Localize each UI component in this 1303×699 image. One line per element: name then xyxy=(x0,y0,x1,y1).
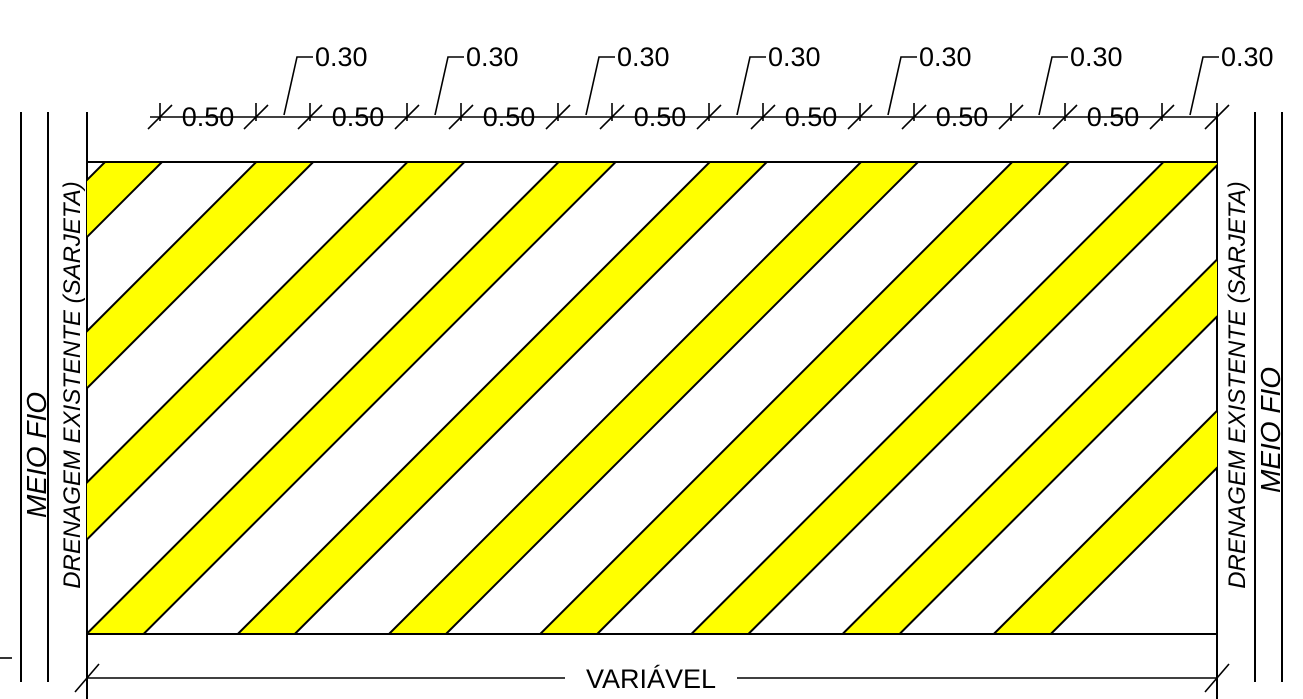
stripe-edge-line xyxy=(1050,466,1217,634)
yellow-stripe xyxy=(0,162,11,634)
stripe-width-label: 0.50 xyxy=(483,102,536,132)
gap-leader-line xyxy=(434,56,464,116)
dimension-tick-mark xyxy=(696,104,722,130)
stripe-width-label: 0.50 xyxy=(332,102,385,132)
stripe-width-label: 0.50 xyxy=(634,102,687,132)
yellow-stripe xyxy=(389,162,918,634)
gap-leader-line xyxy=(887,56,917,116)
diagonal-stripes xyxy=(0,162,1217,634)
stripe-width-label: 0.50 xyxy=(1087,102,1140,132)
stripe-edge-line xyxy=(445,162,919,634)
yellow-stripe xyxy=(691,162,1217,634)
right-drain-label: DRENAGEM EXISTENTE (SARJETA) xyxy=(1224,181,1251,589)
stripe-edge-line xyxy=(388,162,862,634)
gap-leader-line xyxy=(585,56,615,116)
stripe-edge-line xyxy=(898,315,1217,634)
gap-leader-line xyxy=(1189,56,1219,116)
left-drain-label: DRENAGEM EXISTENTE (SARJETA) xyxy=(59,181,86,589)
yellow-stripe xyxy=(540,162,1070,634)
gap-width-label: 0.30 xyxy=(466,42,519,72)
stripe-edge-line xyxy=(87,162,466,541)
stripe-edge-line xyxy=(87,162,314,390)
gap-leader-line xyxy=(283,56,313,116)
stripe-edge-line xyxy=(747,163,1217,634)
left-curb-label: MEIO FIO xyxy=(21,392,52,518)
stripe-edge-line xyxy=(294,162,768,634)
stripe-edge-line xyxy=(142,162,617,634)
right-curb-lines xyxy=(1216,112,1283,699)
stripe-width-label: 0.50 xyxy=(785,102,838,132)
dimension-tick-mark xyxy=(847,104,873,130)
stripe-width-label: 0.50 xyxy=(182,102,235,132)
stripe-edge-line xyxy=(539,162,1013,634)
gap-leader-line xyxy=(736,56,766,116)
dimension-tick-mark xyxy=(998,104,1024,130)
total-width-dimension: VARIÁVEL xyxy=(74,663,1230,694)
dimension-tick-mark xyxy=(1149,104,1175,130)
stripe-edge-line xyxy=(0,162,11,634)
dimension-tick-mark xyxy=(448,104,474,130)
dimension-tick-mark xyxy=(750,104,776,130)
dimension-tick-mark xyxy=(545,104,571,130)
gap-width-label: 0.30 xyxy=(1070,42,1123,72)
diagonal-stripe-lines xyxy=(0,162,1217,634)
gap-width-label: 0.30 xyxy=(315,42,368,72)
gap-leader-line xyxy=(1038,56,1068,116)
stripe-edge-line xyxy=(87,162,409,484)
gap-width-label: 0.30 xyxy=(1221,42,1274,72)
stripe-edge-line xyxy=(237,162,711,634)
dimension-tick-mark xyxy=(297,104,323,130)
gap-width-label: 0.30 xyxy=(919,42,972,72)
dimension-tick-mark xyxy=(1052,104,1078,130)
dimension-tick-mark xyxy=(243,104,269,130)
stripe-edge-line xyxy=(87,162,257,333)
stripe-edge-line xyxy=(690,162,1165,634)
stripe-width-label: 0.50 xyxy=(936,102,989,132)
right-curb-label: MEIO FIO xyxy=(1255,367,1286,493)
gap-width-label: 0.30 xyxy=(768,42,821,72)
stripe-edge-line xyxy=(993,409,1217,634)
stripe-edge-line xyxy=(841,258,1217,634)
dimension-tick-mark xyxy=(599,104,625,130)
dimension-tick-mark xyxy=(394,104,420,130)
dimension-tick-mark xyxy=(1204,104,1230,130)
yellow-stripe xyxy=(237,162,767,634)
top-dimension-chain: 0.50 0.50 0.50 0.50 0.50 0.50 0.50 0.30 0.30 0.30… xyxy=(147,42,1274,132)
total-width-label: VARIÁVEL xyxy=(586,664,716,694)
dimension-tick-mark xyxy=(147,104,173,130)
stripe-edge-line xyxy=(596,162,1070,634)
yellow-stripe xyxy=(87,162,616,634)
stripe-edge-line xyxy=(87,162,560,634)
dimension-tick-mark xyxy=(901,104,927,130)
gap-width-label: 0.30 xyxy=(617,42,670,72)
